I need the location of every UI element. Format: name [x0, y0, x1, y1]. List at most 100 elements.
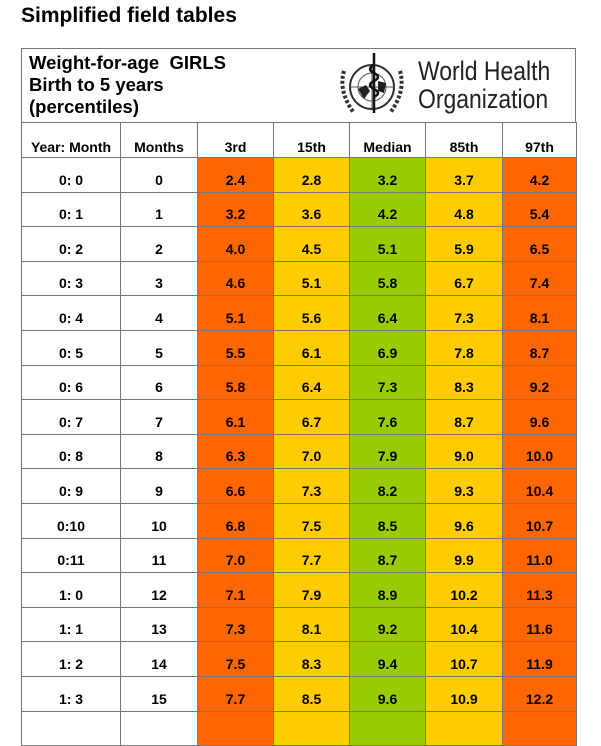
table-cell: 10.4 [502, 468, 577, 504]
table-cell: 1: 3 [21, 675, 121, 712]
table-cell: 2.4 [197, 157, 274, 193]
table-cell: 0: 1 [21, 191, 121, 228]
table-row: 0: 0 0 2.4 2.8 3.2 3.7 4.2 [21, 157, 577, 193]
table-cell: 4.0 [197, 226, 274, 262]
table-cell: 7.8 [425, 329, 503, 366]
table-cell: 3.7 [425, 157, 503, 193]
table-cell: 0: 7 [21, 399, 121, 435]
table-cell: 8.3 [425, 364, 503, 401]
table-cell: 6.3 [197, 433, 274, 470]
table-cell: 12 [120, 572, 198, 608]
table-cell: 0: 6 [21, 364, 121, 401]
table-cell: 2.8 [273, 157, 350, 193]
table-cell: 0:11 [21, 537, 121, 574]
table-cell: 7.0 [273, 433, 350, 470]
who-emblem-icon [340, 53, 404, 115]
title-line: Weight-for-age GIRLS [29, 52, 226, 73]
title-line: (percentiles) [29, 96, 140, 117]
weight-for-age-table: Year: Month Months 3rd 15th Median 85th 97th 0… [21, 122, 577, 746]
table-cell: 9.2 [349, 606, 426, 643]
table-cell: 5.1 [273, 260, 350, 297]
table-cell: 9.6 [502, 399, 577, 435]
table-cell: 3.2 [349, 157, 426, 193]
table-cell: 7.4 [502, 260, 577, 297]
table-row: 0: 3 3 4.6 5.1 5.8 6.7 7.4 [21, 260, 577, 297]
table-cell: 10.7 [425, 641, 503, 677]
table-cell: 7.3 [197, 606, 274, 643]
table-cell: 0:10 [21, 502, 121, 539]
table-cell: 5.6 [273, 295, 350, 331]
table-cell: 9.0 [425, 433, 503, 470]
table-cell [502, 710, 577, 746]
table-cell: 7.9 [349, 433, 426, 470]
table-cell: 7 [120, 399, 198, 435]
table-cell: 4.6 [197, 260, 274, 297]
table-cell: 7.3 [349, 364, 426, 401]
table-cell: 3.2 [197, 191, 274, 228]
table-cell: 9.3 [425, 468, 503, 504]
table-cell: 7.1 [197, 572, 274, 608]
table-cell: 3.6 [273, 191, 350, 228]
table-cell: 5.1 [349, 226, 426, 262]
table-row: 1: 1 13 7.3 8.1 9.2 10.4 11.6 [21, 606, 577, 643]
table-cell: 6.8 [197, 502, 274, 539]
table-cell: 4 [120, 295, 198, 331]
table-cell: 8.5 [349, 502, 426, 539]
logo-line: World Health [418, 56, 551, 86]
table-cell: 0: 4 [21, 295, 121, 331]
table-cell: 10.9 [425, 675, 503, 712]
table-row: 1: 3 15 7.7 8.5 9.6 10.9 12.2 [21, 675, 577, 712]
table-cell: 13 [120, 606, 198, 643]
table-title: Weight-for-age GIRLS Birth to 5 years (p… [29, 52, 226, 118]
table-cell: 9.4 [349, 641, 426, 677]
table-cell: 5.5 [197, 329, 274, 366]
table-cell: 8 [120, 433, 198, 470]
table-cell: 5.8 [349, 260, 426, 297]
table-cell: 8.5 [273, 675, 350, 712]
table-cell [197, 710, 274, 746]
table-cell: 11.9 [502, 641, 577, 677]
table-cell: 0: 2 [21, 226, 121, 262]
table-cell: 7.3 [273, 468, 350, 504]
table-row: 0:10 10 6.8 7.5 8.5 9.6 10.7 [21, 502, 577, 539]
table-cell: 1: 1 [21, 606, 121, 643]
table-cell: 9.6 [349, 675, 426, 712]
logo-line: Organization [418, 84, 549, 114]
table-cell: 6.6 [197, 468, 274, 504]
table-cell: 6.5 [502, 226, 577, 262]
column-header: Months [120, 122, 198, 158]
table-cell: 10.7 [502, 502, 577, 539]
title-line: Birth to 5 years [29, 74, 164, 95]
table-cell: 7.7 [197, 675, 274, 712]
column-header: 15th [273, 122, 350, 158]
table-cell: 8.9 [349, 572, 426, 608]
table-row: 0: 9 9 6.6 7.3 8.2 9.3 10.4 [21, 468, 577, 504]
table-cell: 0: 0 [21, 157, 121, 193]
table-cell: 6.7 [425, 260, 503, 297]
table-cell: 11.0 [502, 537, 577, 574]
column-header: Year: Month [21, 122, 121, 158]
table-cell: 9.9 [425, 537, 503, 574]
table-cell: 6 [120, 364, 198, 401]
header-row: Year: Month Months 3rd 15th Median 85th 97th [21, 122, 577, 158]
table-cell: 9 [120, 468, 198, 504]
table-cell: 8.2 [349, 468, 426, 504]
table-cell: 7.9 [273, 572, 350, 608]
table-row: 0: 1 1 3.2 3.6 4.2 4.8 5.4 [21, 191, 577, 228]
table-cell: 8.7 [425, 399, 503, 435]
table-cell: 10.0 [502, 433, 577, 470]
table-cell: 7.3 [425, 295, 503, 331]
table-cell [21, 710, 121, 746]
table-cell: 7.6 [349, 399, 426, 435]
table-cell: 1: 2 [21, 641, 121, 677]
table-cell: 0: 9 [21, 468, 121, 504]
table-cell: 3 [120, 260, 198, 297]
table-cell: 9.6 [425, 502, 503, 539]
table-cell: 8.1 [273, 606, 350, 643]
table-cell: 8.7 [502, 329, 577, 366]
column-header: 85th [425, 122, 503, 158]
column-header: Median [349, 122, 426, 158]
table-cell: 0: 5 [21, 329, 121, 366]
table-cell: 10.2 [425, 572, 503, 608]
table-row [21, 710, 577, 746]
